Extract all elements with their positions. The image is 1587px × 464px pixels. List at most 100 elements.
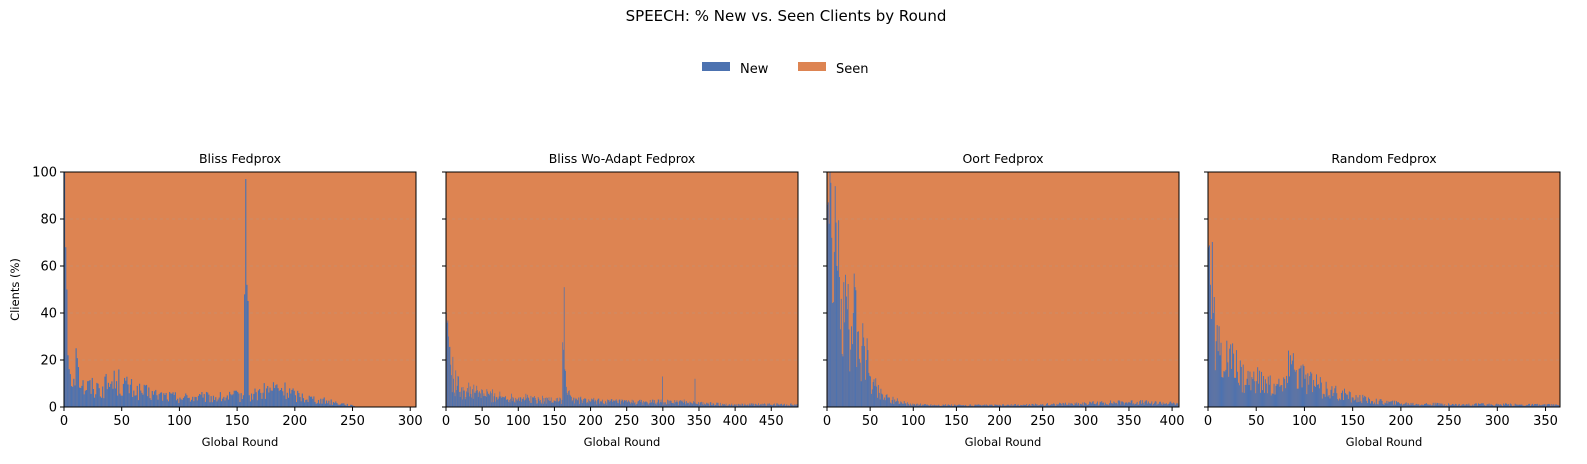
bar-new — [1455, 404, 1457, 407]
bar-new — [1549, 404, 1551, 407]
bar-new — [1341, 392, 1343, 407]
bar-new — [866, 338, 868, 407]
bar-new — [913, 404, 915, 407]
bar-new — [109, 386, 111, 407]
bar-new — [1317, 384, 1319, 407]
x-tick-label: 250 — [340, 414, 365, 429]
bar-new — [315, 403, 317, 407]
bar-new — [657, 399, 659, 407]
bar-new — [174, 392, 176, 407]
bar-new — [316, 403, 318, 407]
bar-new — [678, 401, 680, 407]
bar-new — [1008, 404, 1010, 407]
bar-new — [833, 251, 835, 407]
bar-new — [321, 403, 323, 407]
bar-new — [529, 403, 531, 407]
bar-new — [104, 376, 106, 407]
bar-new — [1532, 403, 1533, 407]
bar-new — [1213, 296, 1215, 407]
x-tick-label: 450 — [759, 414, 784, 429]
bar-new — [1505, 403, 1506, 407]
bar-new — [1081, 404, 1083, 407]
bar-new — [604, 403, 606, 407]
bar-new — [651, 402, 652, 407]
bar-new — [1301, 387, 1303, 407]
bar-new — [924, 404, 926, 407]
bar-new — [553, 400, 555, 407]
bar-new — [700, 402, 702, 407]
bar-new — [529, 400, 530, 407]
bar-new — [1073, 405, 1075, 407]
bar-new — [189, 401, 191, 407]
bar-new — [1122, 401, 1123, 407]
bar-new — [207, 392, 209, 407]
bar-new — [957, 405, 959, 407]
bar-new — [778, 403, 780, 407]
bar-new — [649, 399, 651, 407]
bar-new — [182, 397, 185, 407]
bar-new — [784, 403, 785, 407]
bar-new — [1410, 402, 1412, 407]
bar-new — [159, 392, 161, 407]
x-tick-label: 200 — [1388, 414, 1413, 429]
bar-new — [1356, 402, 1358, 407]
bar-new — [1138, 404, 1140, 407]
bar-new — [1126, 402, 1128, 407]
bar-new — [247, 300, 249, 407]
bar-new — [880, 388, 882, 407]
bar-new — [920, 403, 922, 407]
bar-new — [574, 397, 576, 407]
bar-new — [304, 402, 306, 407]
bar-new — [1322, 393, 1324, 407]
bar-new — [609, 401, 611, 407]
bar-new — [319, 403, 321, 407]
bar-new — [828, 223, 830, 407]
bar-new — [646, 401, 647, 407]
bar-new — [986, 405, 988, 407]
bar-new — [264, 398, 266, 407]
bar-new — [81, 385, 83, 407]
bar-new — [1284, 378, 1286, 407]
bar-new — [550, 397, 552, 407]
bar-new — [246, 284, 248, 407]
bar-new — [990, 404, 991, 407]
bar-new — [1558, 405, 1560, 407]
bar-new — [1169, 401, 1171, 407]
bar-new — [456, 390, 457, 407]
bar-new — [229, 391, 231, 407]
bar-new — [1045, 405, 1047, 407]
bar-new — [769, 404, 771, 407]
bar-new — [930, 404, 932, 407]
bar-new — [283, 395, 285, 407]
bar-new — [1406, 405, 1408, 407]
bar-new — [80, 387, 82, 407]
bar-new — [265, 388, 268, 407]
bar-new — [1041, 404, 1043, 407]
bar-new — [680, 401, 682, 407]
axes-frame — [1207, 171, 1561, 408]
bar-new — [714, 404, 716, 407]
bar-new — [773, 403, 775, 407]
bar-new — [563, 287, 565, 407]
bar-new — [130, 379, 133, 407]
bar-new — [792, 404, 793, 407]
bar-new — [133, 390, 135, 407]
bar-new — [958, 404, 959, 407]
bar-new — [1166, 403, 1167, 407]
bar-new — [451, 392, 453, 407]
bar-new — [1314, 385, 1316, 407]
bar-new — [208, 394, 210, 407]
axes-frame — [63, 171, 417, 408]
x-tick-label: 0 — [1204, 414, 1212, 429]
bar-new — [1424, 403, 1426, 407]
bar-new — [647, 403, 649, 407]
bar-new — [787, 405, 789, 407]
bar-new — [1047, 403, 1048, 407]
bar-new — [768, 403, 770, 407]
bar-new — [1240, 366, 1242, 407]
bar-new — [1467, 405, 1469, 407]
bar-new — [1262, 390, 1263, 407]
x-axis-label: Global Round — [965, 435, 1042, 449]
bar-new — [211, 402, 213, 407]
bar-new — [688, 402, 689, 407]
